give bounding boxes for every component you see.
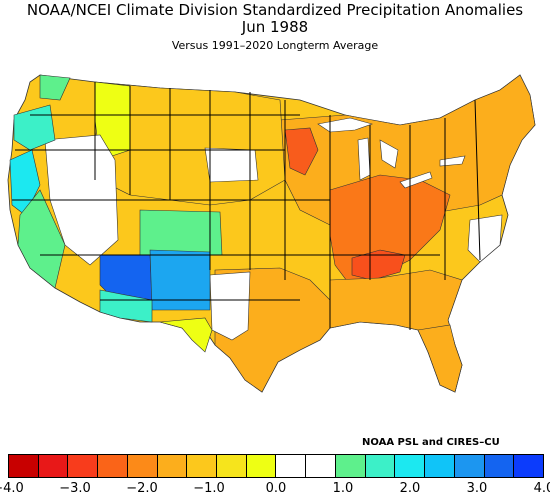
colorbar-cell <box>425 455 455 477</box>
colorbar-cell <box>335 455 366 477</box>
region-far-west-texas <box>159 317 213 353</box>
lake-ontario <box>439 155 466 167</box>
region-florida <box>417 324 463 393</box>
colorbar-cell <box>98 455 128 477</box>
colorbar-ticks: −4.0 −3.0 −2.0 −1.0 0.0 1.0 2.0 3.0 4.0 <box>0 481 550 499</box>
state-boundaries <box>12 82 481 330</box>
colorbar-cell <box>127 455 158 477</box>
colorbar-tick-label: 3.0 <box>466 481 488 496</box>
colorbar-tick-label: −3.0 <box>59 481 91 496</box>
region-northwest-wet <box>13 104 56 151</box>
colorbar-tick-label: −4.0 <box>0 481 24 496</box>
region-washington-north <box>39 74 71 101</box>
colorbar-tick-label: 0.0 <box>265 481 287 496</box>
colorbar <box>8 454 544 478</box>
lake-michigan <box>357 137 371 181</box>
title-line-2: Jun 1988 <box>241 18 309 36</box>
map-subtitle: Versus 1991–2020 Longterm Average <box>171 39 379 52</box>
region-southern-arizona <box>99 289 153 323</box>
colorbar-cell <box>217 455 247 477</box>
region-tennessee-extreme-dry <box>351 249 406 281</box>
region-california-central <box>17 189 66 289</box>
lake-superior <box>317 117 374 133</box>
colorbar-cell <box>365 455 396 477</box>
colorbar-cell <box>395 455 426 477</box>
colorbar-cell <box>454 455 485 477</box>
colorbar-cell <box>484 455 515 477</box>
colorbar-cell <box>68 455 99 477</box>
region-new-mexico-wet <box>149 249 211 311</box>
colorbar-tick-label: 4.0 <box>533 481 550 496</box>
colorbar-tick-label: −2.0 <box>126 481 158 496</box>
lake-erie <box>399 171 433 189</box>
colorbar-cell <box>306 455 336 477</box>
colorbar-cell <box>276 455 307 477</box>
colorbar-cell <box>514 455 543 477</box>
credit-text: NOAA PSL and CIRES–CU <box>362 437 500 448</box>
colorbar-cell <box>246 455 277 477</box>
colorbar-cell <box>38 455 69 477</box>
region-carolina-coast <box>467 214 503 263</box>
title-line-1: NOAA/NCEI Climate Division Standardized … <box>26 1 524 19</box>
region-dakotas-white <box>204 147 259 183</box>
colorbar-cell <box>157 455 188 477</box>
colorbar-tick-label: −1.0 <box>193 481 225 496</box>
colorbar-tick-label: 1.0 <box>332 481 354 496</box>
colorbar-tick-label: 2.0 <box>399 481 421 496</box>
map-title: NOAA/NCEI Climate Division Standardized … <box>0 2 550 36</box>
colorbar-cell <box>187 455 218 477</box>
lake-huron <box>379 139 399 169</box>
us-climate-division-map <box>7 74 536 393</box>
colorbar-cell <box>9 455 39 477</box>
region-minnesota-very-dry <box>284 127 319 176</box>
region-west-texas-white <box>209 271 251 341</box>
